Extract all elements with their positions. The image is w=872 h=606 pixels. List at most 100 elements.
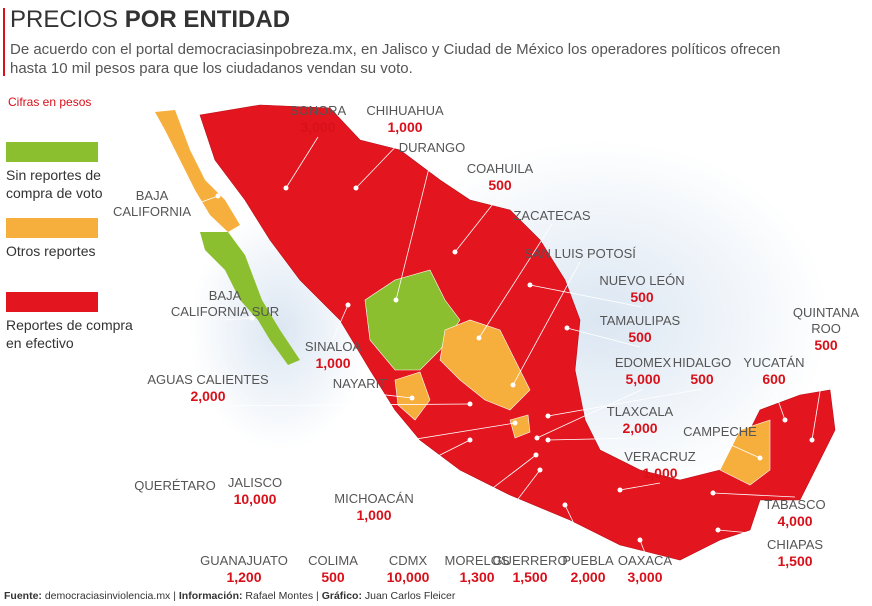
state-amount: 500 — [690, 371, 714, 387]
leader-line — [773, 388, 786, 421]
leader-line — [564, 504, 589, 554]
state-dot — [457, 485, 463, 491]
state-dot — [564, 325, 570, 331]
footer-label: Información: — [178, 590, 243, 602]
state-label: VERACRUZ 1,000 — [624, 449, 696, 481]
state-dot — [467, 401, 473, 407]
legend-swatch — [6, 142, 98, 162]
state-name: AGUAS CALIENTES — [147, 372, 269, 387]
state-name: JALISCO — [227, 475, 283, 490]
state-name: CHIAPAS — [766, 537, 824, 552]
state-name: CDMX — [388, 553, 428, 568]
legend-swatch — [6, 292, 98, 312]
state-amount: 10,000 — [386, 569, 430, 585]
state-dot — [562, 502, 568, 508]
state-label: TAMAULIPAS 500 — [600, 313, 680, 345]
state-dot — [715, 527, 721, 533]
leader-line — [355, 136, 406, 189]
leader-line — [395, 155, 433, 301]
state-label: QUINTANA ROO 500 — [791, 305, 861, 353]
leader-line — [811, 354, 827, 441]
state-name: SINALOA — [304, 339, 362, 354]
leader-line — [332, 304, 349, 340]
state-name: OAXACA — [617, 553, 673, 568]
leader-line — [407, 454, 537, 554]
leader-line — [174, 422, 516, 479]
state-label: NUEVO LEÓN 500 — [599, 273, 684, 305]
state-dot — [452, 249, 458, 255]
title-bold: POR ENTIDAD — [124, 6, 291, 33]
state-name: GUANAJUATO — [200, 553, 288, 568]
state-dot — [545, 413, 551, 419]
state-amount: 1,000 — [387, 119, 423, 135]
state-label: CDMX 10,000 — [387, 553, 430, 585]
state-label: PUEBLA 2,000 — [562, 553, 613, 585]
leader-line — [151, 195, 219, 221]
state-name: TAMAULIPAS — [599, 313, 681, 328]
state-name: NUEVO LEÓN — [599, 273, 685, 288]
state-label: DURANGO — [399, 140, 465, 156]
leader-line — [373, 487, 461, 492]
state-amount: 1,500 — [512, 569, 548, 585]
state-dot — [534, 435, 540, 441]
state-label: JALISCO 10,000 — [228, 475, 282, 507]
state-dot — [527, 282, 533, 288]
leader-line — [619, 482, 661, 491]
state-label: COAHUILA 500 — [467, 161, 533, 193]
state-dot — [437, 477, 443, 483]
legend-swatch — [6, 218, 98, 238]
region-red — [199, 104, 836, 561]
leader-line — [717, 529, 796, 538]
state-amount: 1,000 — [315, 355, 351, 371]
state-name: ZACATECAS — [513, 208, 591, 223]
state-label: MORELOS 1,300 — [444, 553, 509, 585]
state-dot — [422, 445, 428, 451]
state-name: QUERÉTARO — [134, 478, 216, 493]
state-amount: 500 — [488, 177, 512, 193]
state-dot — [757, 455, 763, 461]
state-name: HIDALGO — [672, 355, 732, 370]
leader-line — [712, 492, 796, 498]
state-name: TLAXCALA — [606, 404, 674, 419]
state-dot — [345, 302, 351, 308]
state-label: GUANAJUATO 1,200 — [200, 553, 288, 585]
leader-line — [547, 388, 703, 417]
leader-line — [243, 439, 471, 554]
state-dot — [809, 437, 815, 443]
state-label: TABASCO 4,000 — [764, 497, 825, 529]
state-name: VERACRUZ — [624, 449, 696, 464]
state-name: PUEBLA — [562, 553, 614, 568]
state-name: COAHUILA — [466, 161, 534, 176]
state-label: SAN LUIS POTOSÍ — [524, 246, 636, 262]
state-label: CAMPECHE — [683, 424, 757, 440]
region-green — [200, 232, 300, 365]
state-label: QUERÉTARO — [134, 478, 215, 494]
leader-line — [511, 514, 531, 554]
units: Cifras en pesos — [8, 95, 92, 109]
state-dot — [467, 437, 473, 443]
state-amount: 500 — [814, 337, 838, 353]
state-name: QUINTANA ROO — [792, 305, 860, 336]
state-dot — [249, 315, 255, 321]
state-amount: 1,500 — [777, 553, 813, 569]
footer-label: Fuente: — [4, 590, 42, 602]
state-label: YUCATÁN 600 — [743, 355, 804, 387]
state-name: CHIHUAHUA — [366, 103, 444, 118]
state-dot — [409, 395, 415, 401]
state-name: EDOMEX — [614, 355, 672, 370]
state-dot — [509, 512, 515, 518]
state-amount: 1,000 — [642, 465, 678, 481]
state-amount: 3,000 — [300, 119, 336, 135]
legend-label: Reportes de compra en efectivo — [6, 317, 133, 351]
footer-label: Gráfico: — [321, 590, 362, 602]
state-label: CHIHUAHUA 1,000 — [366, 103, 443, 135]
state-name: SAN LUIS POTOSÍ — [524, 246, 636, 261]
state-name: SONORA — [289, 103, 347, 118]
region-orange — [155, 110, 240, 232]
legend-label: Otros reportes — [6, 243, 96, 259]
state-name: COLIMA — [308, 553, 358, 568]
footer: Fuente: democraciasinviolencia.mx | Info… — [4, 590, 455, 602]
leader-line — [254, 447, 426, 476]
state-amount: 3,000 — [627, 569, 663, 585]
